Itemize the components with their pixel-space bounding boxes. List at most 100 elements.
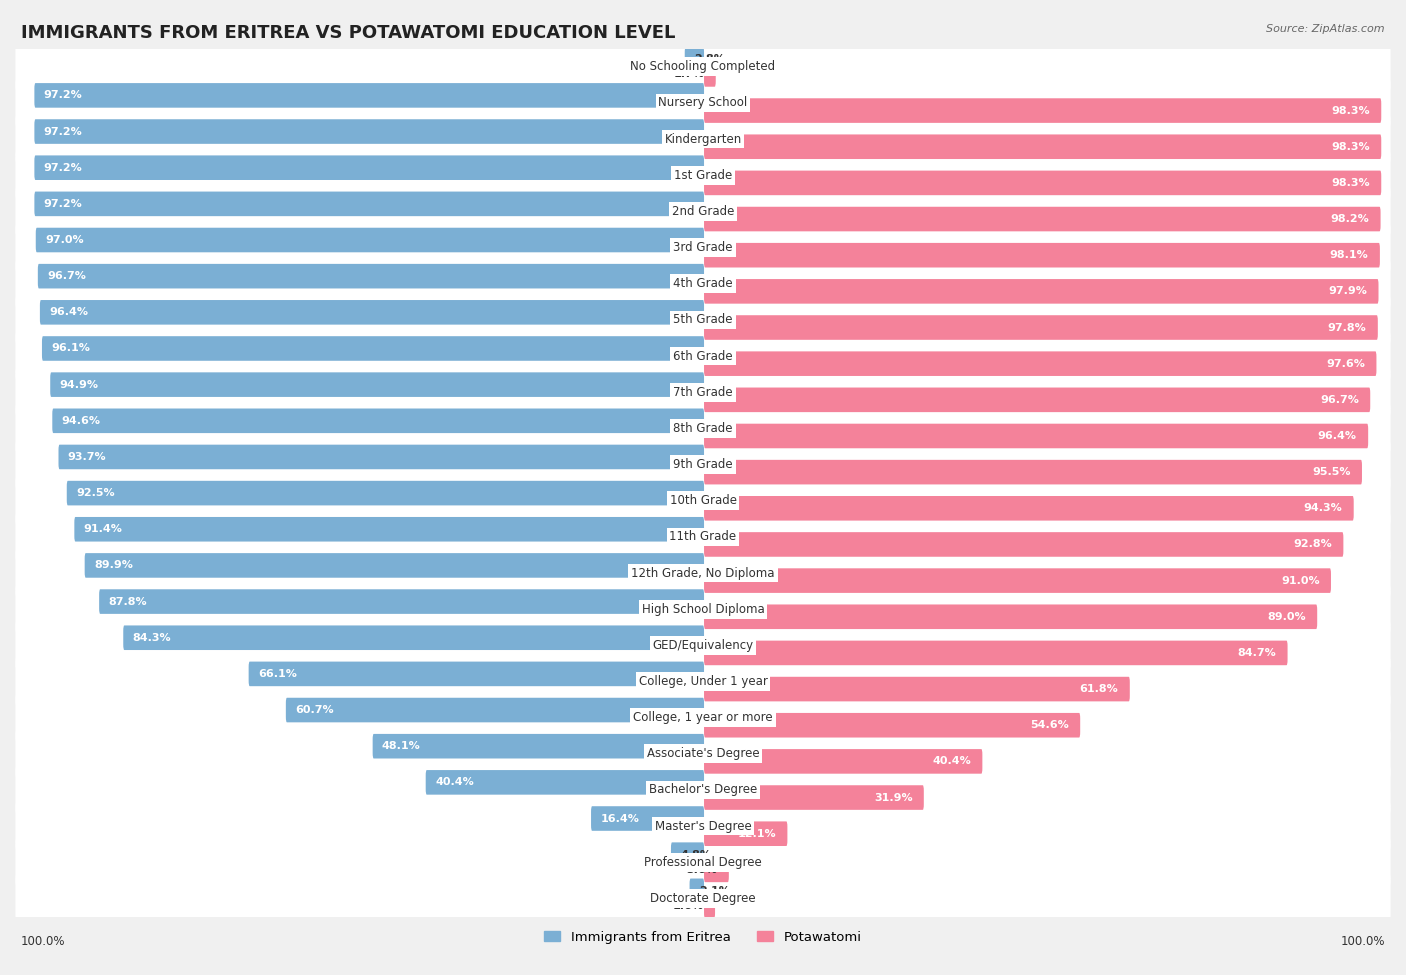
Text: Kindergarten: Kindergarten	[665, 133, 741, 145]
FancyBboxPatch shape	[15, 402, 1391, 455]
Text: 5th Grade: 5th Grade	[673, 313, 733, 327]
Text: 95.5%: 95.5%	[1312, 467, 1351, 477]
Text: 6th Grade: 6th Grade	[673, 350, 733, 363]
FancyBboxPatch shape	[52, 409, 704, 433]
Text: Doctorate Degree: Doctorate Degree	[650, 892, 756, 905]
FancyBboxPatch shape	[15, 836, 1391, 889]
Text: Master's Degree: Master's Degree	[655, 820, 751, 833]
FancyBboxPatch shape	[34, 191, 704, 216]
Text: 94.6%: 94.6%	[62, 415, 101, 426]
Text: 97.6%: 97.6%	[1326, 359, 1365, 369]
Text: 31.9%: 31.9%	[873, 793, 912, 802]
Text: 89.9%: 89.9%	[94, 561, 132, 570]
FancyBboxPatch shape	[15, 148, 1391, 203]
Text: 98.2%: 98.2%	[1330, 214, 1369, 224]
FancyBboxPatch shape	[704, 387, 1371, 412]
Text: 2nd Grade: 2nd Grade	[672, 205, 734, 218]
FancyBboxPatch shape	[671, 842, 704, 867]
FancyBboxPatch shape	[15, 184, 1391, 239]
FancyBboxPatch shape	[704, 62, 716, 87]
FancyBboxPatch shape	[704, 858, 728, 882]
Text: 48.1%: 48.1%	[382, 741, 420, 751]
FancyBboxPatch shape	[15, 256, 1391, 311]
Text: 2.8%: 2.8%	[695, 55, 725, 64]
FancyBboxPatch shape	[249, 662, 704, 686]
FancyBboxPatch shape	[704, 749, 983, 774]
Text: 8th Grade: 8th Grade	[673, 422, 733, 435]
Text: 97.0%: 97.0%	[45, 235, 84, 245]
Text: 97.2%: 97.2%	[44, 91, 83, 100]
FancyBboxPatch shape	[15, 220, 1391, 275]
FancyBboxPatch shape	[704, 279, 1378, 303]
FancyBboxPatch shape	[15, 40, 1391, 94]
FancyBboxPatch shape	[685, 47, 704, 71]
FancyBboxPatch shape	[15, 292, 1391, 347]
FancyBboxPatch shape	[15, 474, 1391, 527]
FancyBboxPatch shape	[591, 806, 704, 831]
FancyBboxPatch shape	[34, 155, 704, 180]
FancyBboxPatch shape	[15, 365, 1391, 419]
FancyBboxPatch shape	[34, 83, 704, 107]
FancyBboxPatch shape	[42, 336, 704, 361]
Text: 96.7%: 96.7%	[1320, 395, 1358, 405]
Text: 97.8%: 97.8%	[1327, 323, 1367, 332]
Text: Professional Degree: Professional Degree	[644, 856, 762, 869]
Text: 4.8%: 4.8%	[681, 849, 711, 860]
Text: 40.4%: 40.4%	[434, 777, 474, 788]
Text: Nursery School: Nursery School	[658, 97, 748, 109]
FancyBboxPatch shape	[15, 510, 1391, 564]
FancyBboxPatch shape	[15, 654, 1391, 709]
Text: 100.0%: 100.0%	[1340, 935, 1385, 948]
FancyBboxPatch shape	[15, 618, 1391, 673]
Text: 54.6%: 54.6%	[1031, 721, 1069, 730]
Text: 1.6%: 1.6%	[672, 901, 703, 911]
FancyBboxPatch shape	[704, 532, 1343, 557]
FancyBboxPatch shape	[704, 424, 1368, 448]
Text: IMMIGRANTS FROM ERITREA VS POTAWATOMI EDUCATION LEVEL: IMMIGRANTS FROM ERITREA VS POTAWATOMI ED…	[21, 24, 675, 42]
Text: 97.2%: 97.2%	[44, 127, 83, 136]
Text: 16.4%: 16.4%	[600, 813, 640, 824]
Text: 66.1%: 66.1%	[257, 669, 297, 679]
Text: 61.8%: 61.8%	[1080, 684, 1118, 694]
Text: 98.3%: 98.3%	[1331, 141, 1369, 152]
FancyBboxPatch shape	[75, 517, 704, 541]
Text: 11th Grade: 11th Grade	[669, 530, 737, 543]
Text: No Schooling Completed: No Schooling Completed	[630, 60, 776, 73]
FancyBboxPatch shape	[84, 553, 704, 578]
FancyBboxPatch shape	[38, 264, 704, 289]
FancyBboxPatch shape	[15, 582, 1391, 637]
FancyBboxPatch shape	[59, 445, 704, 469]
Text: 98.3%: 98.3%	[1331, 177, 1369, 188]
FancyBboxPatch shape	[34, 119, 704, 144]
Text: 12th Grade, No Diploma: 12th Grade, No Diploma	[631, 566, 775, 579]
FancyBboxPatch shape	[51, 372, 704, 397]
FancyBboxPatch shape	[704, 171, 1381, 195]
FancyBboxPatch shape	[704, 135, 1381, 159]
Legend: Immigrants from Eritrea, Potawatomi: Immigrants from Eritrea, Potawatomi	[540, 925, 866, 949]
FancyBboxPatch shape	[15, 762, 1391, 817]
FancyBboxPatch shape	[15, 872, 1391, 925]
Text: 94.3%: 94.3%	[1303, 503, 1343, 513]
Text: High School Diploma: High School Diploma	[641, 603, 765, 615]
Text: College, 1 year or more: College, 1 year or more	[633, 711, 773, 724]
Text: 98.3%: 98.3%	[1331, 105, 1369, 116]
Text: 1st Grade: 1st Grade	[673, 169, 733, 181]
FancyBboxPatch shape	[704, 315, 1378, 340]
Text: 3.6%: 3.6%	[686, 865, 717, 875]
Text: 91.0%: 91.0%	[1281, 575, 1320, 586]
FancyBboxPatch shape	[15, 726, 1391, 781]
Text: 96.4%: 96.4%	[1317, 431, 1357, 441]
Text: 92.5%: 92.5%	[76, 488, 115, 498]
FancyBboxPatch shape	[704, 207, 1381, 231]
FancyBboxPatch shape	[704, 460, 1362, 485]
FancyBboxPatch shape	[704, 821, 787, 846]
Text: 9th Grade: 9th Grade	[673, 458, 733, 471]
Text: 7th Grade: 7th Grade	[673, 386, 733, 399]
FancyBboxPatch shape	[15, 690, 1391, 745]
FancyBboxPatch shape	[704, 641, 1288, 665]
FancyBboxPatch shape	[15, 76, 1391, 130]
Text: 40.4%: 40.4%	[932, 757, 972, 766]
FancyBboxPatch shape	[15, 438, 1391, 491]
FancyBboxPatch shape	[15, 329, 1391, 383]
Text: 2.1%: 2.1%	[699, 886, 730, 896]
